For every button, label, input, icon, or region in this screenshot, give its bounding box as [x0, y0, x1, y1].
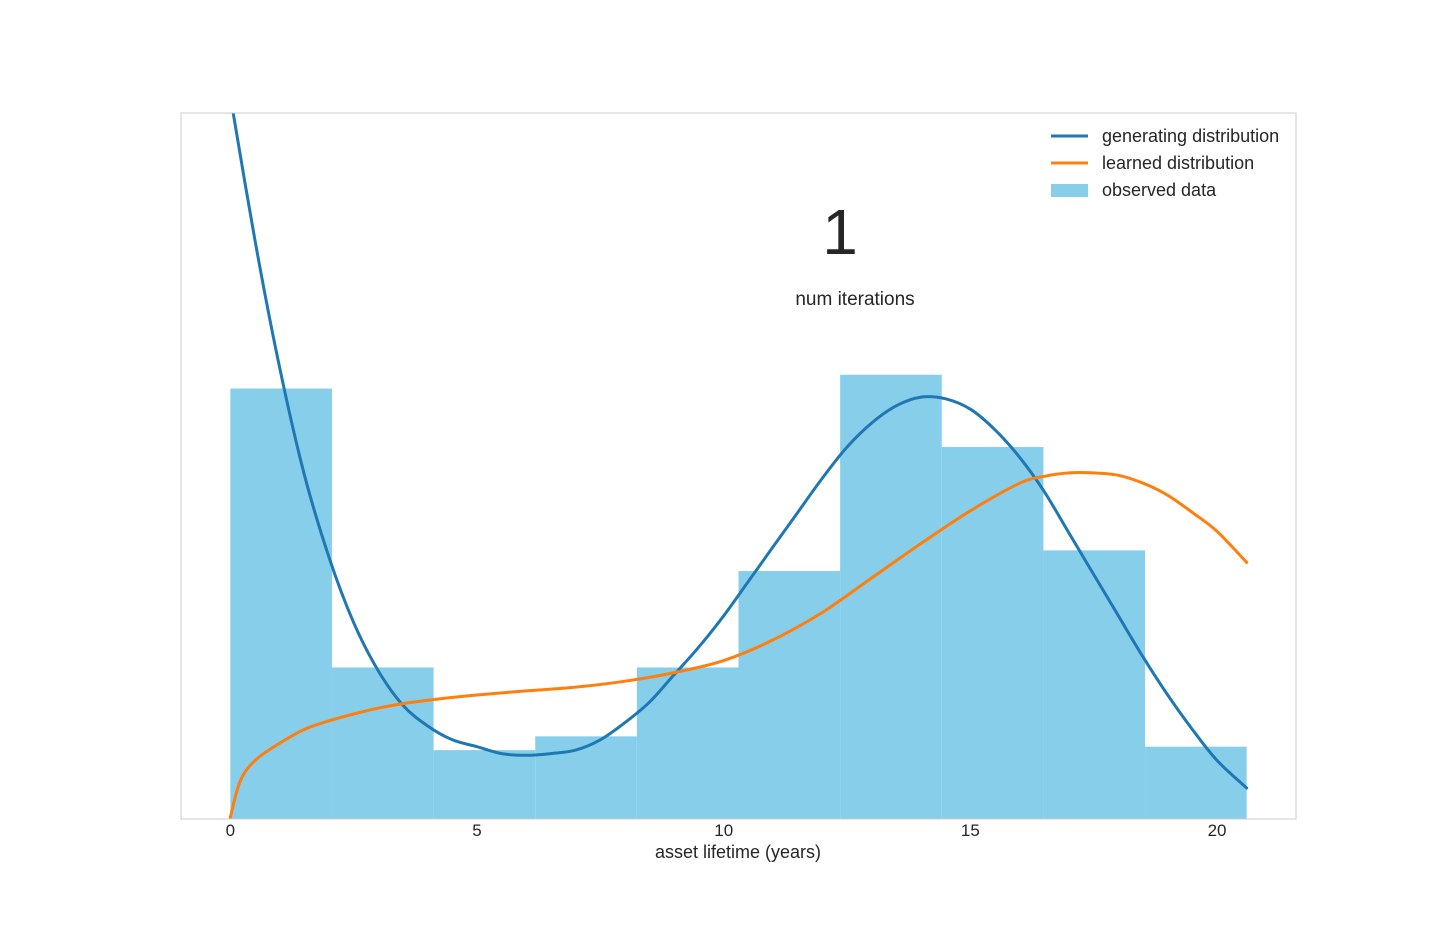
x-tick-label-5: 5: [472, 821, 481, 840]
x-tick-label-0: 0: [226, 821, 235, 840]
histogram-bar-2: [331, 667, 434, 819]
iteration-counter-caption: num iterations: [795, 289, 914, 310]
iteration-counter-value: 1: [822, 196, 858, 268]
histogram-bar-7: [840, 374, 942, 819]
legend: generating distribution learned distribut…: [1051, 126, 1279, 200]
histogram-bar-10: [1145, 746, 1247, 819]
distribution-lines: [228, 113, 1249, 819]
legend-label-learned: learned distribution: [1102, 153, 1254, 173]
histogram-bar-3: [433, 750, 536, 819]
histogram-bar-6: [738, 571, 841, 819]
histogram-bar-1: [230, 388, 332, 819]
plot-frame: [180, 112, 1297, 820]
histogram-bars: [230, 374, 1247, 819]
histogram-bar-4: [535, 736, 637, 819]
x-tick-label-20: 20: [1208, 821, 1227, 840]
histogram-bar-5: [636, 667, 739, 819]
histogram-bar-9: [1043, 550, 1146, 819]
legend-label-observed: observed data: [1102, 180, 1217, 200]
histogram-bar-8: [941, 447, 1044, 819]
x-axis-label: asset lifetime (years): [655, 842, 821, 862]
x-tick-label-10: 10: [714, 821, 733, 840]
x-tick-label-15: 15: [961, 821, 980, 840]
legend-label-generating: generating distribution: [1102, 126, 1279, 146]
learned-distribution-line: [228, 471, 1249, 819]
generating-distribution-line: [231, 113, 1249, 790]
legend-swatch-observed: [1051, 184, 1088, 197]
x-axis-ticks: 0 5 10 15 20: [226, 821, 1227, 840]
